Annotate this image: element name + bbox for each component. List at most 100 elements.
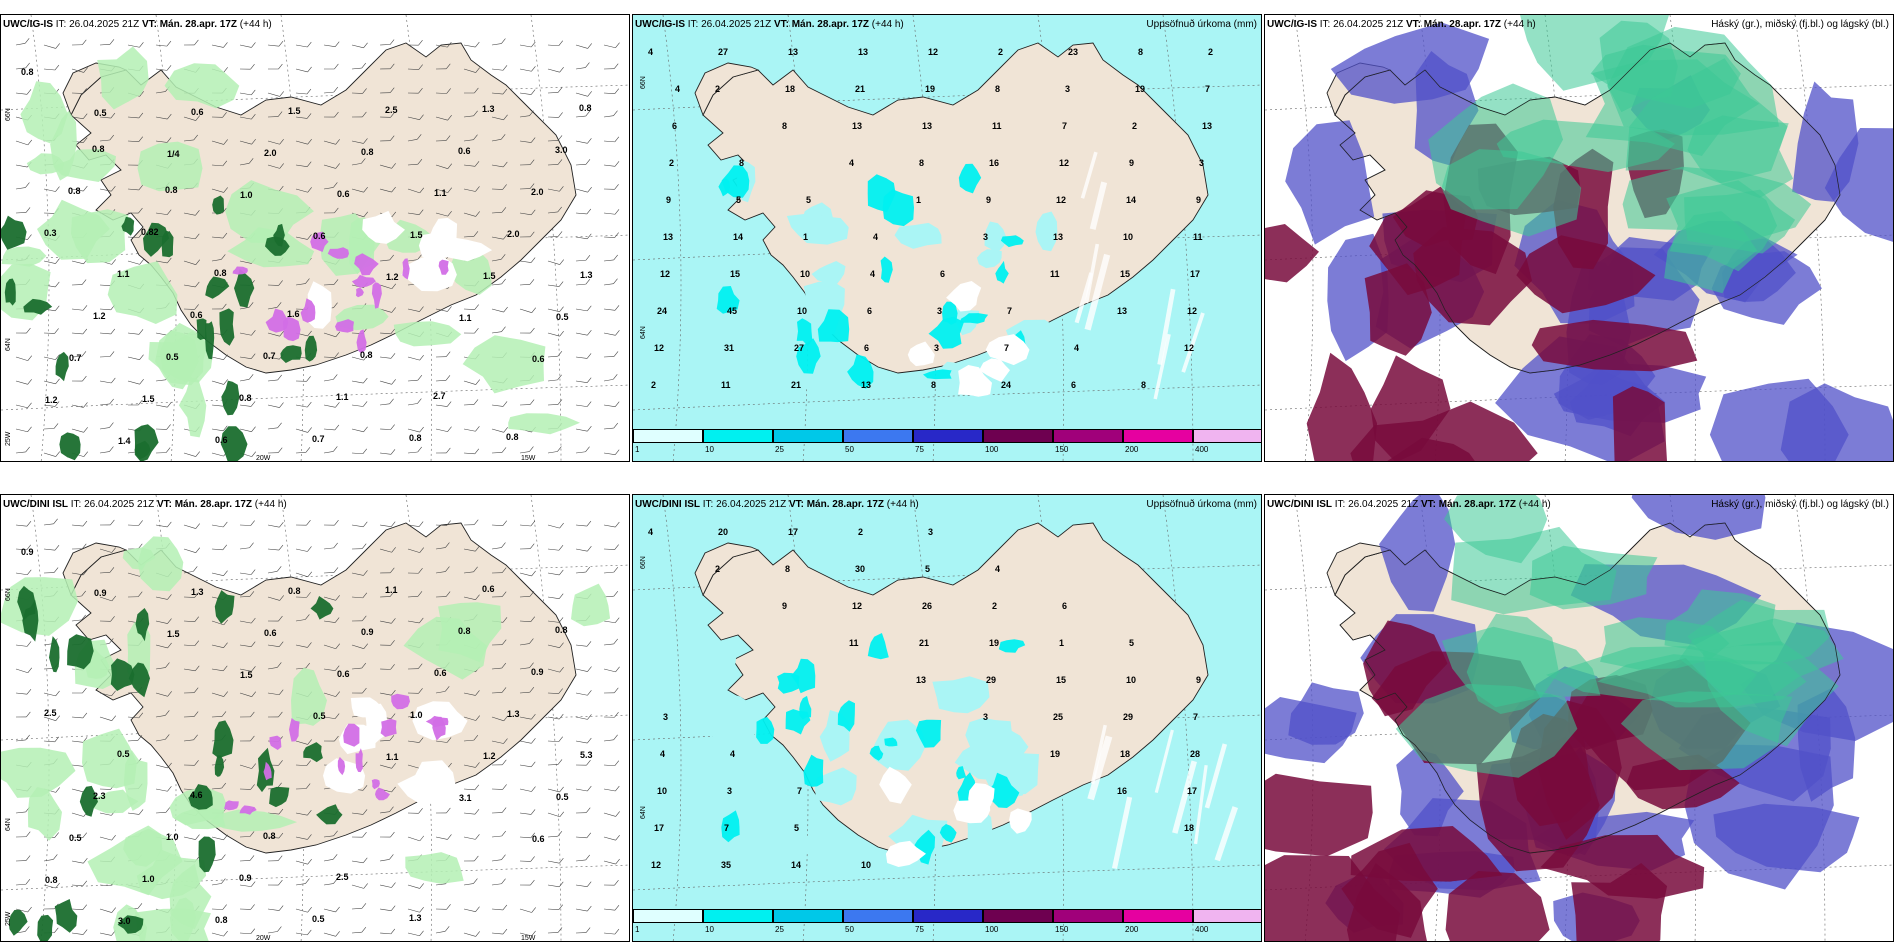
- precip-value-label: 0.6: [532, 834, 545, 844]
- precip-value-label: 0.6: [532, 354, 545, 364]
- precip-value-label: 0.5: [117, 749, 130, 759]
- panel-title: UWC/DINI ISL IT: 26.04.2025 21Z VT: Mán.…: [3, 499, 287, 510]
- precip-value-label: 2.5: [336, 872, 349, 882]
- precip-value-label: 1/4: [167, 149, 180, 159]
- precip-value-label: 1.2: [93, 311, 106, 321]
- map-panel-clouds-dini: UWC/DINI ISL IT: 26.04.2025 21Z VT: Mán.…: [1264, 494, 1894, 942]
- precip-value-label: 0.6: [337, 189, 350, 199]
- panel-title: UWC/IG-IS IT: 26.04.2025 21Z VT: Mán. 28…: [3, 19, 272, 30]
- accum-value-label: 24: [1001, 380, 1011, 390]
- map-canvas: [1265, 495, 1893, 941]
- accum-value-label: 7: [1062, 121, 1067, 131]
- precip-value-label: 0.8: [68, 186, 81, 196]
- map-panel-precip-wind-dini: UWC/DINI ISL IT: 26.04.2025 21Z VT: Mán.…: [0, 494, 630, 942]
- colorbar-swatch: [703, 909, 773, 923]
- accum-value-label: 5: [794, 823, 799, 833]
- accum-value-label: 28: [1190, 749, 1200, 759]
- accum-value-label: 12: [852, 601, 862, 611]
- accum-value-label: 21: [919, 638, 929, 648]
- precip-value-label: 0.8: [361, 147, 374, 157]
- panel-title: UWC/DINI ISL IT: 26.04.2025 21Z VT: Mán.…: [635, 499, 919, 510]
- accum-value-label: 12: [651, 860, 661, 870]
- colorbar-tick-label: 25: [775, 445, 784, 454]
- colorbar-tick-label: 150: [1055, 925, 1069, 934]
- colorbar-swatch: [703, 429, 773, 443]
- accum-value-label: 4: [730, 749, 735, 759]
- colorbar-tick-label: 200: [1125, 445, 1139, 454]
- colorbar: 1 10 25 50 75 100 150 200 400: [633, 429, 1261, 457]
- precip-value-label: 1.5: [142, 394, 155, 404]
- iceland-landmass: [70, 42, 577, 374]
- accum-value-label: 3: [663, 712, 668, 722]
- accum-value-label: 35: [721, 860, 731, 870]
- accum-value-label: 27: [794, 343, 804, 353]
- precip-value-label: 1.2: [483, 751, 496, 761]
- accum-value-label: 3: [928, 527, 933, 537]
- accum-value-label: 8: [931, 380, 936, 390]
- accum-value-label: 18: [1120, 749, 1130, 759]
- accum-value-label: 29: [986, 675, 996, 685]
- accum-value-label: 12: [928, 47, 938, 57]
- accum-value-label: 5: [1129, 638, 1134, 648]
- accum-value-label: 25: [1053, 712, 1063, 722]
- axis-label: 64N: [5, 818, 12, 831]
- colorbar-swatch: [843, 909, 913, 923]
- accum-value-label: 7: [1007, 306, 1012, 316]
- accum-value-label: 6: [864, 343, 869, 353]
- map-panel-accum-precip-dini: UWC/DINI ISL IT: 26.04.2025 21Z VT: Mán.…: [632, 494, 1262, 942]
- accum-value-label: 2: [715, 564, 720, 574]
- accum-value-label: 18: [785, 84, 795, 94]
- precip-value-label: 1.5: [240, 670, 253, 680]
- axis-label: 25W: [5, 431, 12, 446]
- accum-value-label: 21: [855, 84, 865, 94]
- precip-value-label: 0.6: [337, 669, 350, 679]
- accum-value-label: 11: [1050, 269, 1060, 279]
- colorbar-swatch: [983, 429, 1053, 443]
- accum-value-label: 13: [1117, 306, 1127, 316]
- accum-value-label: 8: [1138, 47, 1143, 57]
- accum-value-label: 7: [1205, 84, 1210, 94]
- precip-value-label: 1.0: [410, 710, 423, 720]
- panel-title: UWC/IG-IS IT: 26.04.2025 21Z VT: Mán. 28…: [1267, 19, 1536, 30]
- accum-value-label: 6: [1071, 380, 1076, 390]
- precip-value-label: 3.1: [459, 793, 472, 803]
- axis-label: 15W: [521, 455, 536, 462]
- accum-value-label: 13: [1202, 121, 1212, 131]
- accum-value-label: 2: [998, 47, 1003, 57]
- accum-value-label: 10: [800, 269, 810, 279]
- accum-value-label: 7: [724, 823, 729, 833]
- map-panel-precip-wind-igis: UWC/IG-IS IT: 26.04.2025 21Z VT: Mán. 28…: [0, 14, 630, 462]
- colorbar-tick-label: 1: [635, 925, 640, 934]
- precip-value-label: 1.3: [409, 913, 422, 923]
- accum-value-label: 11: [849, 638, 859, 648]
- precip-value-label: 1.1: [385, 585, 398, 595]
- precip-value-label: 0.8: [579, 103, 592, 113]
- accum-value-label: 19: [989, 638, 999, 648]
- colorbar-swatch: [913, 429, 983, 443]
- accum-value-label: 7: [797, 786, 802, 796]
- precip-value-label: 1.1: [459, 313, 472, 323]
- precip-value-label: 1.3: [191, 587, 204, 597]
- precip-value-label: 0.9: [531, 667, 544, 677]
- precip-value-label: 0.6: [264, 628, 277, 638]
- accum-value-label: 5: [736, 195, 741, 205]
- panel-title: UWC/IG-IS IT: 26.04.2025 21Z VT: Mán. 28…: [635, 19, 904, 30]
- colorbar-swatch: [983, 909, 1053, 923]
- precip-value-label: 0.7: [69, 353, 82, 363]
- accum-value-label: 2: [715, 84, 720, 94]
- accum-value-label: 3: [1199, 158, 1204, 168]
- map-canvas: 0.8 0.5 1/4 1.0 0.6 1.2 1.1 0.6 1.2 1.4 0.6 2.0 0.6 1…: [1, 15, 629, 462]
- colorbar-tick-label: 10: [705, 925, 714, 934]
- precip-value-label: 0.8: [458, 626, 471, 636]
- colorbar-swatch: [773, 909, 843, 923]
- colorbar-tick-label: 400: [1195, 445, 1209, 454]
- accum-value-label: 12: [1187, 306, 1197, 316]
- colorbar-swatch: [843, 429, 913, 443]
- map-canvas: 4291113319161812208122129251817173517302…: [633, 495, 1261, 941]
- accum-value-label: 19: [925, 84, 935, 94]
- accum-value-label: 8: [919, 158, 924, 168]
- accum-value-label: 11: [992, 121, 1002, 131]
- accum-value-label: 9: [1129, 158, 1134, 168]
- axis-label: 66N: [5, 108, 12, 121]
- accum-value-label: 12: [654, 343, 664, 353]
